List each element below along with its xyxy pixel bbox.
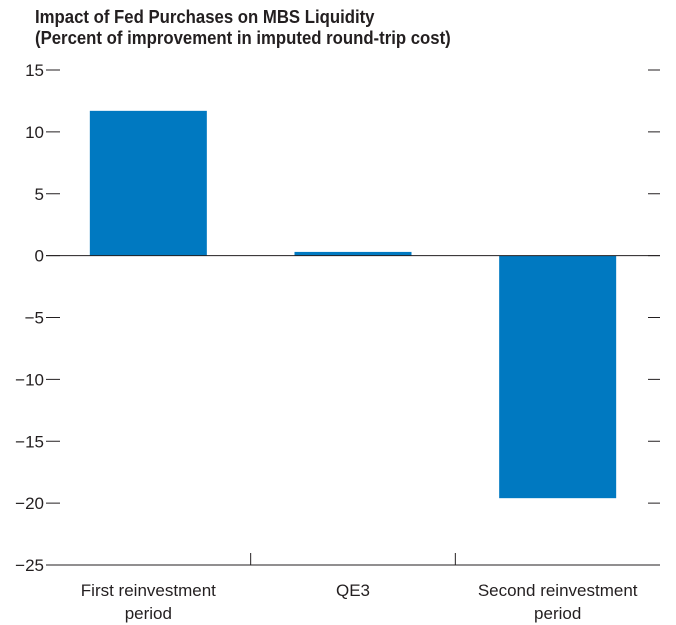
y-tick-label: 10	[25, 123, 44, 142]
y-tick-label: −15	[15, 432, 44, 451]
x-category-label: Second reinvestment period	[478, 581, 638, 623]
y-tick-label: −5	[25, 309, 44, 328]
x-category-label: QE3	[336, 581, 370, 600]
chart-subtitle: (Percent of improvement in imputed round…	[35, 28, 451, 48]
y-tick-label: 0	[35, 247, 44, 266]
y-tick-label: −10	[15, 370, 44, 389]
axes	[46, 255, 660, 566]
bars	[89, 110, 617, 499]
bar	[89, 110, 207, 256]
y-tick-label: −20	[15, 494, 44, 513]
y-tick-label: −25	[15, 556, 44, 575]
y-tick-label: 15	[25, 61, 44, 80]
chart-title: Impact of Fed Purchases on MBS Liquidity	[35, 7, 375, 27]
bar	[499, 255, 617, 499]
y-tick-labels: 15 10 5 0 −5 −10 −15 −20 −25	[15, 61, 44, 575]
bar	[294, 251, 412, 256]
category-labels: First reinvestment period QE3 Second reinve…	[81, 581, 638, 623]
x-category-label: First reinvestment period	[81, 581, 216, 623]
chart-title-block: Impact of Fed Purchases on MBS Liquidity…	[35, 7, 451, 49]
y-ticks-right	[648, 69, 660, 566]
y-ticks-left	[46, 69, 60, 566]
y-tick-label: 5	[35, 185, 44, 204]
